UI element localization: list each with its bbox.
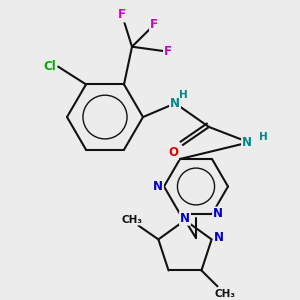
Text: N: N xyxy=(214,231,224,244)
Text: F: F xyxy=(118,8,126,22)
Text: N: N xyxy=(180,212,190,225)
Text: O: O xyxy=(168,146,178,159)
Text: H: H xyxy=(259,132,267,142)
Text: F: F xyxy=(164,45,172,58)
Text: N: N xyxy=(170,97,180,110)
Text: Cl: Cl xyxy=(44,60,56,73)
Text: N: N xyxy=(213,208,223,220)
Text: CH₃: CH₃ xyxy=(122,214,143,225)
Text: H: H xyxy=(178,90,188,100)
Text: CH₃: CH₃ xyxy=(215,289,236,299)
Text: N: N xyxy=(242,136,252,149)
Text: N: N xyxy=(153,180,163,193)
Text: F: F xyxy=(150,18,158,32)
